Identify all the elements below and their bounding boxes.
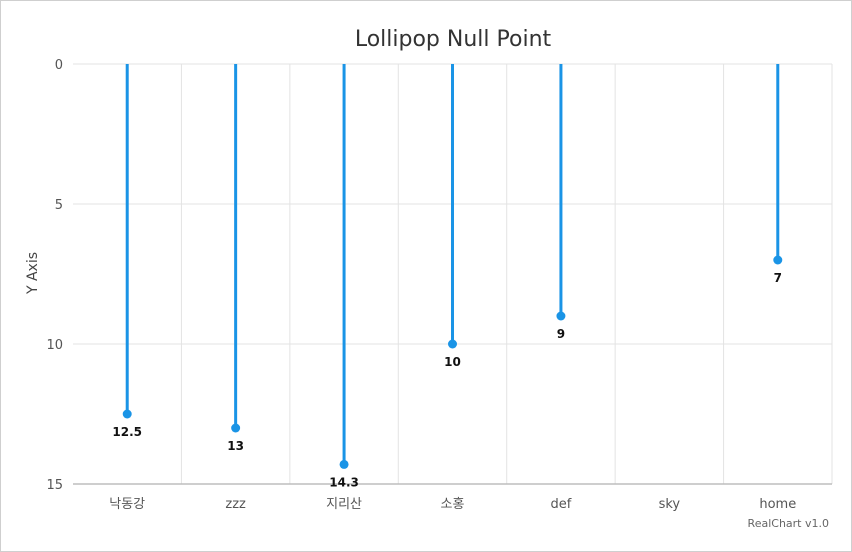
- x-axis-ticks: 낙동강 zzz 지리산 소홍 def sky home: [109, 497, 796, 512]
- data-label: 9: [557, 327, 565, 341]
- lollipop-dot: [339, 459, 349, 469]
- x-tick-label: 소홍: [441, 497, 465, 512]
- data-label: 10: [444, 355, 461, 369]
- lollipop-dot: [448, 339, 457, 349]
- y-tick-label: 5: [55, 198, 63, 213]
- lollipop-dots: [122, 255, 783, 469]
- data-label: 13: [227, 439, 244, 453]
- x-tick-label: sky: [659, 497, 681, 512]
- y-tick-label: 10: [46, 338, 63, 353]
- lollipop-dot: [231, 423, 241, 433]
- credit-text: RealChart v1.0: [748, 517, 829, 530]
- chart-title: Lollipop Null Point: [355, 27, 552, 52]
- data-labels: 12.5 13 14.3 10 9 7: [112, 271, 782, 489]
- y-tick-label: 0: [55, 58, 63, 73]
- y-axis-ticks: 0 5 10 15: [46, 58, 63, 493]
- x-tick-label: 지리산: [326, 497, 362, 512]
- lollipop-stems: [125, 64, 780, 465]
- x-tick-label: zzz: [225, 497, 246, 512]
- y-tick-label: 15: [46, 478, 63, 493]
- data-label: 12.5: [112, 425, 142, 439]
- data-label: 7: [774, 271, 782, 285]
- y-axis-title: Y Axis: [25, 252, 41, 295]
- lollipop-dot: [556, 311, 566, 321]
- data-label: 14.3: [329, 475, 359, 489]
- x-tick-label: def: [551, 497, 572, 512]
- lollipop-dot: [773, 255, 783, 265]
- lollipop-dot: [122, 409, 132, 419]
- x-tick-label: home: [759, 497, 796, 512]
- x-tick-label: 낙동강: [109, 497, 145, 512]
